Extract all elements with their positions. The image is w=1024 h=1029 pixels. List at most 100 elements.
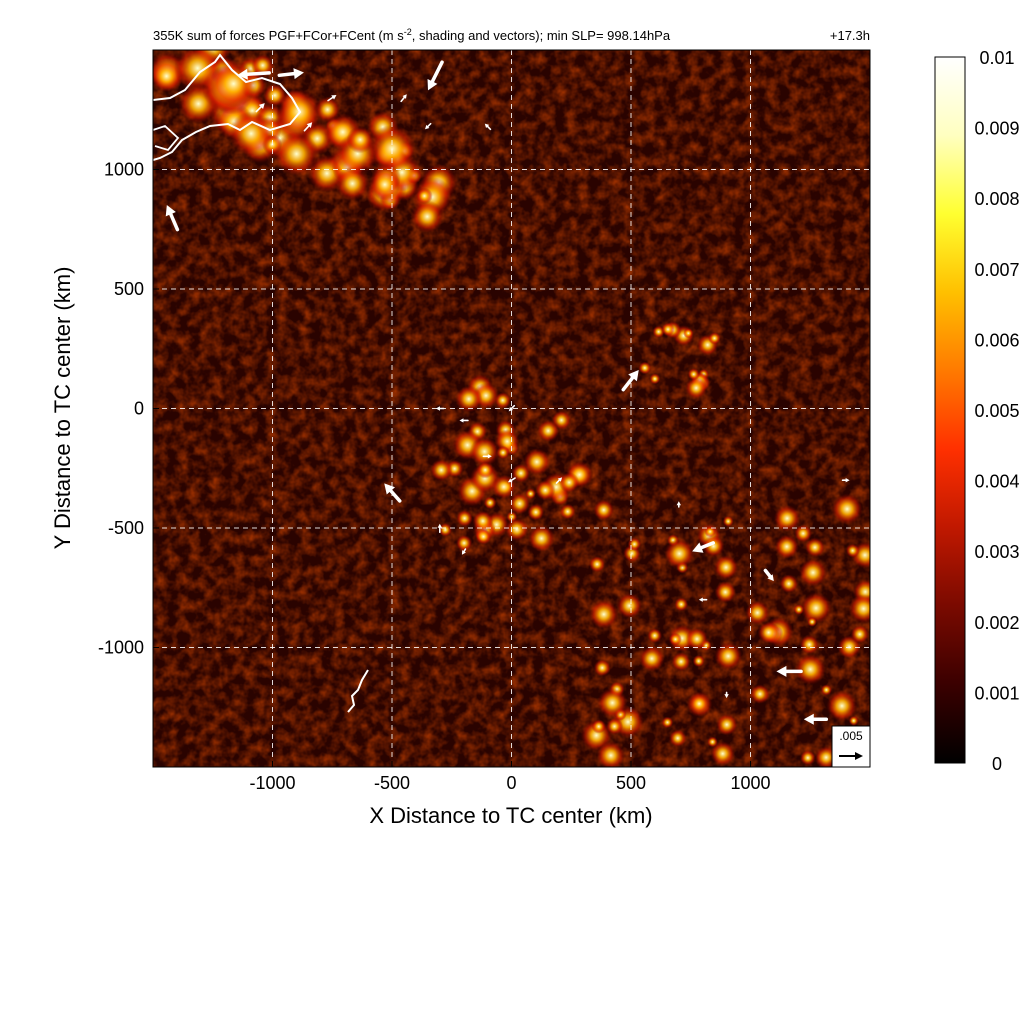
colorbar-ticks: 0 0.001 0.002 0.003 0.004 0.005 0.006 0.007 0.00… [974,48,1019,774]
force-vector [237,68,271,80]
force-vector [482,454,492,459]
heatmap-hotspot [523,448,551,476]
colorbar-tick-label: 0.003 [974,542,1019,562]
heatmap-hotspot [664,538,695,569]
heatmap-hotspot [528,525,555,552]
colorbar-tick-label: 0.007 [974,260,1019,280]
heatmap-hotspot [689,693,709,714]
heatmap-hotspot [826,690,858,722]
heatmap-hotspot [589,599,619,629]
heatmap-hotspot [798,558,828,587]
force-vector [676,501,681,508]
heatmap-hotspot [807,616,818,627]
heatmap-hotspot [559,503,576,520]
colorbar-tick-label: 0 [992,754,1002,774]
force-vector [841,478,850,483]
colorbar-tick-label: 0.005 [974,401,1019,421]
force-vector [555,477,563,484]
heatmap-hotspot [683,328,694,339]
force-vector [763,568,774,582]
reference-vector-box: .005 [831,725,871,768]
heatmap-hotspot [757,621,780,644]
x-tick-label: 0 [506,773,516,793]
heatmap-hotspot [779,574,799,594]
heatmap-hotspot [638,645,665,672]
heatmap-hotspot [714,642,743,671]
x-tick-label: -1000 [249,773,295,793]
heatmap-hotspot [702,535,725,558]
heatmap-hotspot [593,659,611,677]
colorbar-tick-label: 0.004 [974,472,1019,492]
force-vector [437,523,442,534]
coastline-path [153,124,180,152]
plot-area [153,50,870,767]
force-vectors [165,60,850,725]
heatmap-hotspot [535,480,556,501]
chart-title-main: 355K sum of forces PGF+FCor+FCent (m s [153,28,404,43]
y-tick-label: -1000 [98,638,144,658]
y-tick-label: 1000 [104,160,144,180]
heatmap-hotspot [558,472,580,493]
coastline [153,53,369,713]
heatmap-hotspot [685,627,709,651]
force-vector [384,483,402,503]
heatmap-hotspot [668,729,687,748]
force-vector [303,122,313,132]
colorbar-tick-label: 0.006 [974,330,1019,350]
heatmap-hotspot [661,322,675,337]
heatmap-hotspot [209,60,258,108]
heatmap-hotspot [692,654,705,668]
force-vector [327,94,337,102]
heatmap-hotspot [708,331,721,345]
heatmap-hotspot [845,543,860,558]
heatmap-hotspot [638,361,652,375]
force-vector [698,597,708,602]
colorbar-tick-label: 0.01 [979,48,1014,68]
heatmap-hotspot [745,600,770,626]
coastline-path [347,669,369,713]
heatmap-hotspot [800,592,832,624]
heatmap-hotspot [591,719,606,734]
heatmap-hotspot [674,597,689,612]
heatmap-hotspot [848,593,870,624]
force-vector [803,713,829,725]
force-vector [508,404,516,412]
heatmap-hotspot [430,458,453,482]
heatmap-hotspot [773,504,801,532]
heatmap-hotspot [848,715,859,726]
heatmap-hotspot [750,684,770,704]
heatmap-hotspot [774,534,799,559]
colorbar-tick-label: 0.001 [974,683,1019,703]
heatmap-hotspot [627,537,642,552]
colorbar-tick-label: 0.002 [974,613,1019,633]
heatmap-hotspot [525,488,537,500]
heatmap-hotspot [722,515,734,527]
heatmap-hotspot [668,632,682,646]
heatmap-hotspot [346,126,374,154]
heatmap-hotspot [715,713,738,736]
chart-title: 355K sum of forces PGF+FCor+FCent (m s-2… [153,27,671,43]
y-tick-label: 0 [134,399,144,419]
heatmap-hotspot [794,524,813,543]
heatmap-hotspot [685,376,708,400]
heatmap-hotspot [491,474,517,500]
heatmap-hotspot [274,131,319,177]
coastline-path [153,53,302,161]
heatmap-hotspot [831,493,863,525]
heatmap-hotspot [438,522,453,537]
heatmap-hotspot [597,687,628,718]
force-vector [427,60,444,91]
force-vector [776,665,803,677]
force-vector [425,122,432,130]
heatmap-hotspot [506,511,518,523]
gridlines [153,50,870,767]
heatmap-hotspot [475,528,492,545]
heatmap-hotspot [410,200,444,233]
x-tick-label: 1000 [730,773,770,793]
heatmap-hotspot [596,741,626,767]
y-axis: -1000 -500 0 500 1000 [98,160,159,658]
heatmap-hotspot [537,419,560,442]
heatmap-hotspot [368,124,417,173]
reference-vector-arrow [839,752,863,760]
